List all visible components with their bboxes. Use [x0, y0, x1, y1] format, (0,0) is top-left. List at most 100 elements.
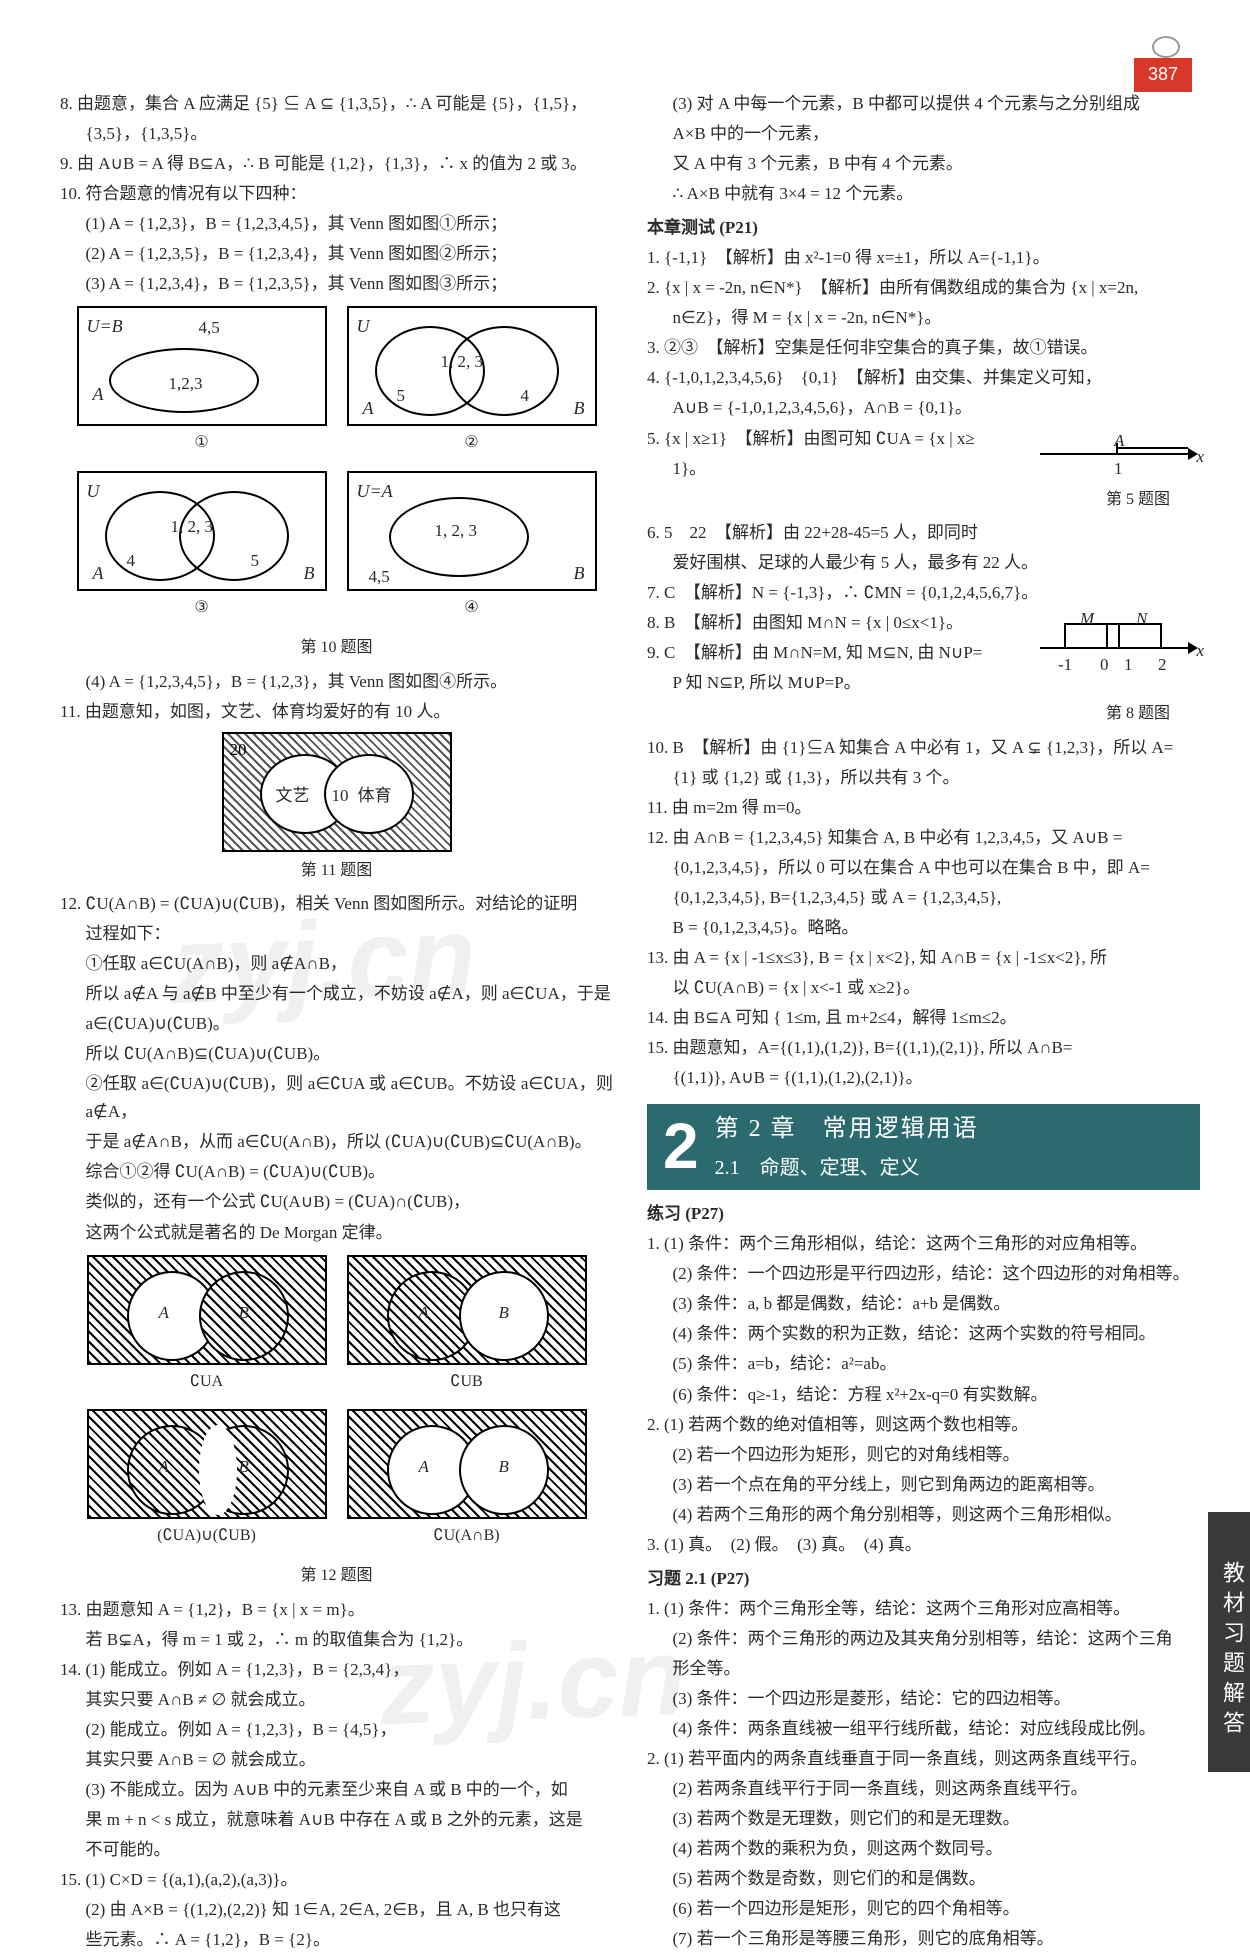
figure-caption: 第 8 题图 — [647, 701, 1200, 727]
circled-num: ① — [192, 430, 211, 456]
text-line: ①任取 a∈∁U(A∩B)，则 a∉A∩B， — [60, 950, 613, 978]
label: ∁UB — [347, 1369, 587, 1395]
text-line: ∴ A×B 中就有 3×4 = 12 个元素。 — [647, 180, 1200, 208]
tick: 1 — [1124, 651, 1133, 679]
label-x: x — [1196, 637, 1204, 665]
nums: 4,5 — [369, 563, 390, 591]
text-line: 4. {-1,0,1,2,3,4,5,6} {0,1} 【解析】由交集、并集定义… — [647, 364, 1200, 392]
text-line: 些元素。∴ A = {1,2}，B = {2}。 — [60, 1926, 613, 1954]
text-line: (2) 若两条直线平行于同一条直线，则这两条直线平行。 — [647, 1775, 1200, 1803]
text-line: 果 m + n < s 成立，就意味着 A∪B 中存在 A 或 B 之外的元素，… — [60, 1806, 613, 1834]
text-line: (2) 条件：一个四边形是平行四边形，结论：这个四边形的对角相等。 — [647, 1260, 1200, 1288]
venn-row: U=B 4,5 A 1,2,3 ① U 1, 2, 3 A 5 4 B — [60, 306, 613, 462]
text-line: (3) 条件：一个四边形是菱形，结论：它的四边相等。 — [647, 1685, 1200, 1713]
text-line: (3) 条件：a, b 都是偶数，结论：a+b 是偶数。 — [647, 1290, 1200, 1318]
text-line: 13. 由 A = {x | -1≤x≤3}, B = {x | x<2}, 知… — [647, 944, 1200, 972]
text-line: 类似的，还有一个公式 ∁U(A∪B) = (∁UA)∩(∁UB)， — [60, 1188, 613, 1216]
circled-num: ② — [462, 430, 481, 456]
label-A: A — [419, 1299, 429, 1327]
tick: 0 — [1100, 651, 1109, 679]
page-number-tab: 387 — [1134, 58, 1192, 92]
text-line: 1. (1) 条件：两个三角形相似，结论：这两个三角形的对应角相等。 — [647, 1230, 1200, 1258]
venn-row: A B (∁UA)∪(∁UB) A B ∁U(A∩B) — [60, 1409, 613, 1555]
text-line: (7) 若一个三角形是等腰三角形，则它的底角相等。 — [647, 1925, 1200, 1953]
text-line: (4) A = {1,2,3,4,5}，B = {1,2,3}，其 Venn 图… — [60, 668, 613, 696]
number-line-5: A 1 x — [1040, 425, 1200, 479]
text-line: B = {0,1,2,3,4,5}。略略。 — [647, 914, 1200, 942]
venn-row: A B ∁UA A B ∁UB — [60, 1255, 613, 1401]
text-line: (6) 若一个四边形是矩形，则它的四个角相等。 — [647, 1895, 1200, 1923]
text-line: (5) 条件：a=b，结论：a²=ab。 — [647, 1350, 1200, 1378]
label-U: U=A — [357, 477, 393, 507]
text-line: (3) 若一个点在角的平分线上，则它到角两边的距离相等。 — [647, 1471, 1200, 1499]
text-line: (1) A = {1,2,3}，B = {1,2,3,4,5}，其 Venn 图… — [60, 210, 613, 238]
text-line: (4) 条件：两个实数的积为正数，结论：这两个实数的符号相同。 — [647, 1320, 1200, 1348]
label: ∁UA — [87, 1369, 327, 1395]
venn-diagram-11: 20 文艺 10 体育 — [222, 732, 452, 852]
figure-caption: 第 5 题图 — [647, 487, 1200, 513]
text-line: {0,1,2,3,4,5}，所以 0 可以在集合 A 中也可以在集合 B 中，即… — [647, 854, 1200, 882]
label-B: B — [239, 1299, 249, 1327]
nums: 1, 2, 3 — [435, 517, 478, 545]
label-A: A — [159, 1299, 169, 1327]
chapter-number: 2 — [647, 1094, 715, 1200]
text-line: (2) 条件：两个三角形的两边及其夹角分别相等，结论：这两个三角 — [647, 1625, 1200, 1653]
label: 体育 — [358, 782, 392, 810]
label-A: A — [93, 380, 104, 410]
venn-diagram-4: U=A 1, 2, 3 4,5 B ④ — [347, 471, 597, 627]
label-N: N — [1136, 605, 1147, 633]
tick: 2 — [1158, 651, 1167, 679]
section-heading: 习题 2.1 (P27) — [647, 1565, 1200, 1593]
text-line: {(1,1)}, A∪B = {(1,1),(1,2),(2,1)}。 — [647, 1064, 1200, 1092]
text-line: (3) 对 A 中每一个元素，B 中都可以提供 4 个元素与之分别组成 — [647, 90, 1200, 118]
venn-diagram-1: U=B 4,5 A 1,2,3 ① — [77, 306, 327, 462]
text-line: A∪B = {-1,0,1,2,3,4,5,6}，A∩B = {0,1}。 — [647, 394, 1200, 422]
text-line: 所以 ∁U(A∩B)⊆(∁UA)∪(∁UB)。 — [60, 1040, 613, 1068]
text-line: 过程如下： — [60, 920, 613, 948]
shaded-venn: A B (∁UA)∪(∁UB) — [87, 1409, 327, 1555]
venn-diagram-3: U 1, 2, 3 A 4 5 B ③ — [77, 471, 327, 627]
text-line: 2. (1) 若两个数的绝对值相等，则这两个数也相等。 — [647, 1411, 1200, 1439]
circled-num: ④ — [462, 595, 481, 621]
shaded-venn: A B ∁U(A∩B) — [347, 1409, 587, 1555]
nums: 4 — [521, 382, 530, 410]
label-M: M — [1080, 605, 1094, 633]
shaded-venn: A B ∁UB — [347, 1255, 587, 1401]
figure-caption: 第 10 题图 — [60, 635, 613, 661]
text-line: 8. 由题意，集合 A 应满足 {5} ⊆ A ⊆ {1,3,5}，∴ A 可能… — [60, 90, 613, 118]
text-line: 这两个公式就是著名的 De Morgan 定律。 — [60, 1219, 613, 1247]
section-heading: 练习 (P27) — [647, 1200, 1200, 1228]
nums: 5 — [251, 547, 260, 575]
label-B: B — [499, 1453, 509, 1481]
nums: 1, 2, 3 — [441, 348, 484, 376]
text-line: 2. (1) 若平面内的两条直线垂直于同一条直线，则这两条直线平行。 — [647, 1745, 1200, 1773]
label-x: x — [1196, 443, 1204, 471]
section-heading: 本章测试 (P21) — [647, 214, 1200, 242]
venn-row: U 1, 2, 3 A 4 5 B ③ U=A 1, 2, 3 4,5 B — [60, 471, 613, 627]
line-with-axis: M N -1 0 1 2 x 8. B 【解析】由图知 M∩N = {x | 0… — [647, 609, 1200, 728]
text-line: (2) 若一个四边形为矩形，则它的对角线相等。 — [647, 1441, 1200, 1469]
label-B: B — [574, 559, 585, 589]
text-line: (2) 能成立。例如 A = {1,2,3}，B = {4,5}， — [60, 1716, 613, 1744]
text-line: a∈(∁UA)∪(∁UB)。 — [60, 1010, 613, 1038]
nums: 1,2,3 — [169, 370, 203, 398]
text-line: (5) 若两个数是奇数，则它们的和是偶数。 — [647, 1865, 1200, 1893]
left-column: 8. 由题意，集合 A 应满足 {5} ⊆ A ⊆ {1,3,5}，∴ A 可能… — [60, 90, 613, 1956]
label-A: A — [93, 559, 104, 589]
venn-diagram-2: U 1, 2, 3 A 5 4 B ② — [347, 306, 597, 462]
text-line: ②任取 a∈(∁UA)∪(∁UB)，则 a∈∁UA 或 a∈∁UB。不妨设 a∈… — [60, 1070, 613, 1126]
text-line: 2. {x | x = -2n, n∈N*} 【解析】由所有偶数组成的集合为 {… — [647, 274, 1200, 302]
label-A: A — [159, 1453, 169, 1481]
text-line: 15. 由题意知，A={(1,1),(1,2)}, B={(1,1),(2,1)… — [647, 1034, 1200, 1062]
label-U: U=B — [87, 312, 123, 342]
text-line: {0,1,2,3,4,5}, B={1,2,3,4,5} 或 A = {1,2,… — [647, 884, 1200, 912]
text-line: 于是 a∉A∩B，从而 a∈∁U(A∩B)，所以 (∁UA)∪(∁UB)⊆∁U(… — [60, 1128, 613, 1156]
label-B: B — [239, 1453, 249, 1481]
text-line: 11. 由 m=2m 得 m=0。 — [647, 794, 1200, 822]
nums: 1, 2, 3 — [171, 513, 214, 541]
shaded-venn: A B ∁UA — [87, 1255, 327, 1401]
text-line: 不可能的。 — [60, 1836, 613, 1864]
tick: -1 — [1058, 651, 1072, 679]
text-line: (2) 由 A×B = {(1,2),(2,2)} 知 1∈A, 2∈A, 2∈… — [60, 1896, 613, 1924]
circled-num: ③ — [192, 595, 211, 621]
